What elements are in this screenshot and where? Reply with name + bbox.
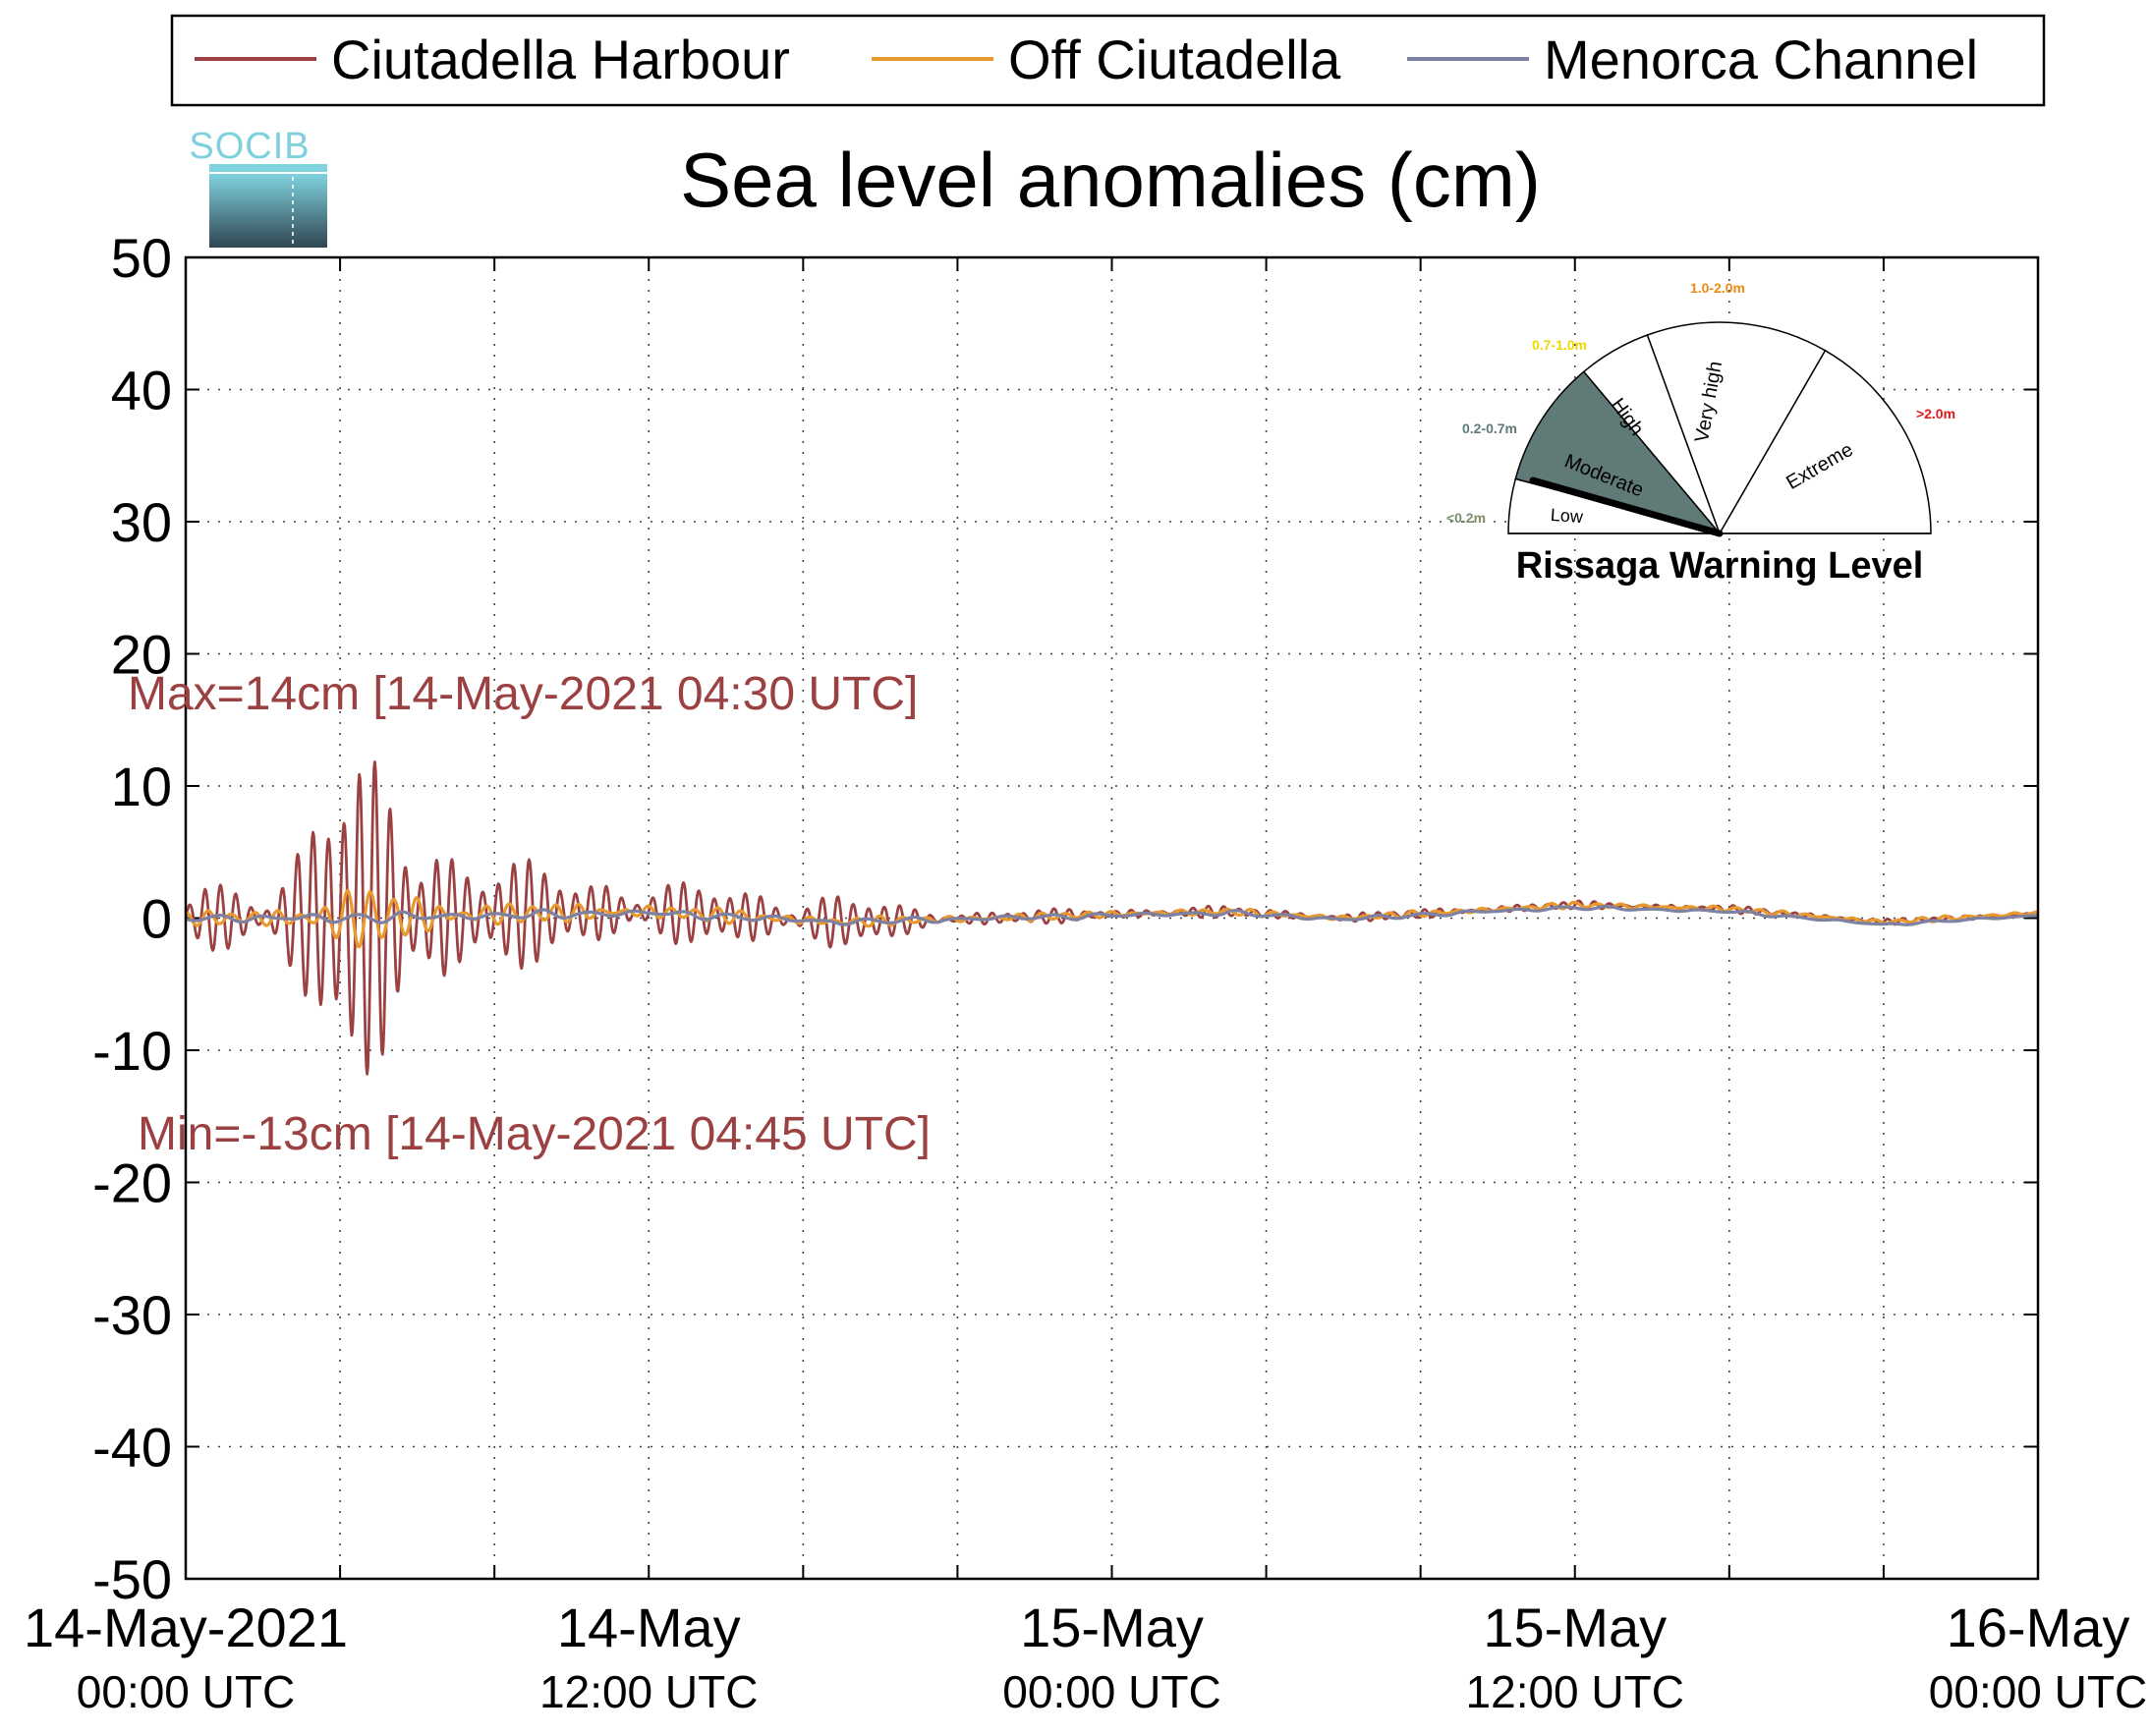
gauge-sector-extreme	[1718, 349, 1932, 534]
x-tick-label-date: 14-May-2021	[24, 1596, 348, 1658]
y-tick-label: 20	[111, 624, 172, 686]
y-tick-label: 30	[111, 491, 172, 553]
x-tick-label-date: 15-May	[1483, 1596, 1667, 1658]
socib-logo-block	[209, 174, 327, 248]
series-line-off-ciutadella	[185, 888, 2039, 949]
gauge-range-very-high: 1.0-2.0m	[1690, 280, 1745, 296]
min-annotation: Min=-13cm [14-May-2021 04:45 UTC]	[138, 1108, 931, 1160]
x-tick-label-date: 14-May	[557, 1596, 741, 1658]
gauge-label-low: Low	[1550, 505, 1584, 527]
legend-box	[170, 14, 2046, 107]
gauge-needle	[1529, 476, 1724, 537]
legend-label-off-ciutadella: Off Ciutadella	[1008, 28, 1341, 90]
y-tick-label: -10	[92, 1020, 172, 1082]
x-tick-label-time: 00:00 UTC	[1002, 1666, 1220, 1717]
y-tick-label: 50	[111, 227, 172, 289]
x-tick-label-time: 12:00 UTC	[1466, 1666, 1684, 1717]
legend: Ciutadella Harbour Off Ciutadella Menorc…	[170, 14, 2046, 107]
y-tick-label: 0	[141, 888, 172, 950]
y-tick-labels: 50 40 30 20 10 0 -10 -20 -30 -40 -50	[92, 227, 172, 1610]
y-tick-label: -50	[92, 1548, 172, 1610]
y-tick-label: -40	[92, 1417, 172, 1479]
gauge-sector-moderate	[1514, 370, 1723, 535]
x-tick-labels: 14-May-2021 00:00 UTC 14-May 12:00 UTC 15-Ma…	[24, 1596, 2147, 1717]
x-tick-label-date: 15-May	[1020, 1596, 1204, 1658]
rissaga-warning-gauge: Rissaga Warning Level <0.2m 0.2-0.7m 0.7…	[1446, 280, 1955, 587]
y-tick-label: 10	[111, 756, 172, 817]
y-tick-label: 40	[111, 360, 172, 421]
socib-logo: SOCIB	[189, 126, 327, 248]
plot-frame	[184, 255, 2040, 1581]
legend-item-menorca-channel: Menorca Channel	[1407, 28, 1978, 90]
socib-logo-bar	[209, 164, 327, 172]
socib-logo-text: SOCIB	[189, 126, 310, 167]
gauge-range-moderate: 0.2-0.7m	[1462, 420, 1517, 436]
x-tick-label-time: 12:00 UTC	[539, 1666, 758, 1717]
legend-item-ciutadella-harbour: Ciutadella Harbour	[195, 28, 790, 90]
series-line-menorca-channel	[185, 904, 2038, 926]
gauge-title: Rissaga Warning Level	[1516, 545, 1924, 587]
y-tick-label: -20	[92, 1152, 172, 1214]
x-tick-label-time: 00:00 UTC	[77, 1666, 295, 1717]
series-layer	[184, 760, 2039, 1076]
max-annotation: Max=14cm [14-May-2021 04:30 UTC]	[128, 668, 918, 720]
gauge-range-extreme: >2.0m	[1916, 406, 1955, 421]
legend-label-menorca-channel: Menorca Channel	[1544, 28, 1978, 90]
y-tick-label: -30	[92, 1284, 172, 1346]
x-tick-label-date: 16-May	[1947, 1596, 2130, 1658]
gauge-range-low: <0.2m	[1446, 510, 1486, 526]
gauge-sector-very-high	[1646, 321, 1827, 535]
legend-label-ciutadella-harbour: Ciutadella Harbour	[331, 28, 790, 90]
legend-item-off-ciutadella: Off Ciutadella	[872, 28, 1341, 90]
x-tick-label-time: 00:00 UTC	[1929, 1666, 2147, 1717]
gauge-sectors	[1507, 321, 1932, 535]
gauge-range-high: 0.7-1.0m	[1532, 337, 1587, 353]
chart-title: Sea level anomalies (cm)	[680, 137, 1541, 223]
